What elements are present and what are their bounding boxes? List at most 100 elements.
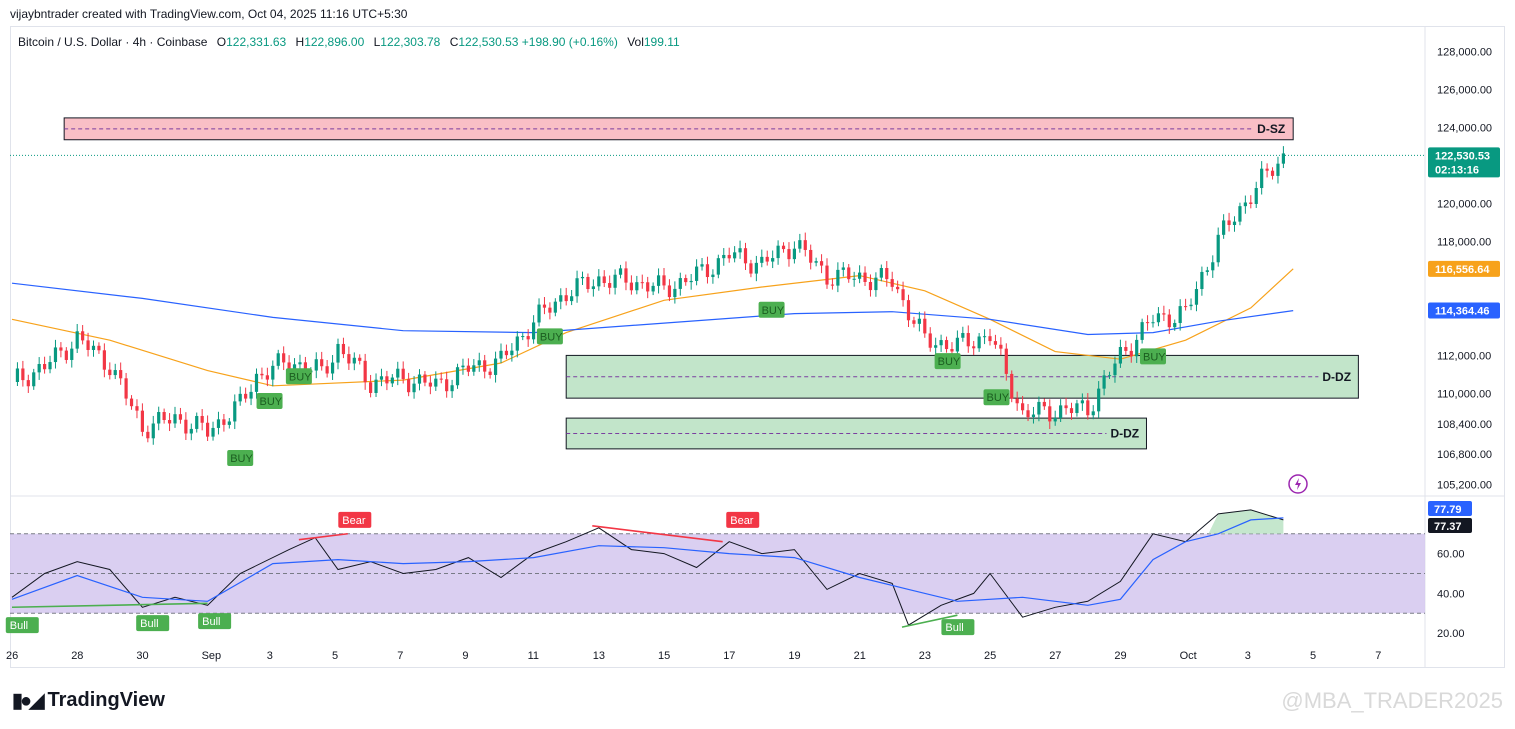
candle-body bbox=[396, 368, 400, 378]
price-tick-label: 126,000.00 bbox=[1437, 84, 1492, 96]
candle-body bbox=[917, 318, 921, 324]
candle-body bbox=[26, 380, 30, 387]
price-tag bbox=[1428, 260, 1500, 277]
rsi-value-tag-label: 77.79 bbox=[1434, 504, 1462, 516]
candle-body bbox=[1260, 168, 1264, 189]
price-tag-label: 114,364.46 bbox=[1435, 305, 1489, 317]
symbol-name[interactable]: Bitcoin / U.S. Dollar · 4h · Coinbase bbox=[18, 35, 208, 49]
bear-divergence-line bbox=[592, 525, 723, 543]
candle-body bbox=[369, 382, 373, 393]
rsi-ma-line bbox=[11, 517, 1284, 606]
symbol-legend: Bitcoin / U.S. Dollar · 4h · Coinbase O1… bbox=[18, 35, 680, 49]
rsi-value-tag-label: 77.37 bbox=[1434, 521, 1462, 533]
candle-body bbox=[537, 304, 541, 323]
candle-body bbox=[1178, 306, 1182, 323]
candle-body bbox=[1102, 375, 1106, 389]
time-tick-label: 17 bbox=[723, 650, 735, 662]
candle-body bbox=[1113, 363, 1117, 376]
candle-body bbox=[695, 266, 699, 281]
candle-body bbox=[32, 372, 36, 387]
candle-body bbox=[700, 264, 704, 267]
time-tick-label: 21 bbox=[854, 650, 866, 662]
moving-average-line bbox=[11, 282, 1294, 336]
candle-body bbox=[1026, 410, 1030, 418]
candle-body bbox=[1270, 170, 1275, 176]
candle-body bbox=[809, 249, 813, 263]
candle-body bbox=[439, 378, 443, 380]
candle-body bbox=[1010, 373, 1014, 399]
candle-body bbox=[825, 265, 829, 285]
chart-frame bbox=[10, 26, 1505, 668]
candle-body bbox=[303, 362, 307, 373]
candle-body bbox=[97, 345, 101, 351]
price-tag bbox=[1428, 302, 1500, 319]
candle-body bbox=[1031, 414, 1036, 418]
candle-body bbox=[195, 416, 199, 429]
candle-body bbox=[890, 279, 894, 287]
candle-body bbox=[434, 378, 438, 387]
candle-body bbox=[1205, 270, 1209, 272]
candle-body bbox=[673, 288, 677, 298]
candle-body bbox=[238, 393, 242, 402]
candle-body bbox=[206, 422, 210, 437]
buy-signal-badge bbox=[983, 389, 1010, 406]
time-tick-label: 5 bbox=[332, 650, 338, 662]
candle-body bbox=[271, 365, 275, 380]
candle-body bbox=[1015, 398, 1019, 404]
price-tick-label: 106,800.00 bbox=[1437, 449, 1492, 461]
bull-divergence-label: Bull bbox=[945, 622, 963, 634]
candle-body bbox=[472, 365, 476, 372]
lightning-bolt-glyph bbox=[1295, 478, 1301, 490]
candle-body bbox=[412, 383, 416, 393]
zones: D-SZ D-DZ D-DZ bbox=[63, 117, 1359, 450]
candle-body bbox=[923, 318, 927, 334]
candle-body bbox=[982, 336, 987, 338]
candle-body bbox=[781, 245, 786, 250]
candle-body bbox=[787, 249, 791, 260]
candle-body bbox=[216, 419, 221, 428]
candle-body bbox=[461, 365, 465, 368]
chart-credit: vijaybntrader created with TradingView.c… bbox=[10, 7, 408, 21]
candle-body bbox=[1151, 322, 1155, 324]
candle-body bbox=[1276, 163, 1280, 176]
candle-body bbox=[488, 371, 492, 375]
candle-body bbox=[244, 393, 248, 399]
candle-body bbox=[37, 364, 41, 373]
candle-body bbox=[1135, 339, 1139, 357]
candle-body bbox=[928, 333, 932, 348]
price-tag-label: 116,556.64 bbox=[1435, 264, 1490, 276]
candle-body bbox=[961, 332, 965, 338]
candle-body bbox=[162, 412, 166, 420]
time-tick-label: Oct bbox=[1180, 650, 1197, 662]
candle-body bbox=[1129, 350, 1133, 357]
candle-body bbox=[999, 344, 1003, 349]
candle-body bbox=[211, 427, 215, 437]
candle-body bbox=[591, 286, 595, 290]
candle-body bbox=[1042, 401, 1046, 407]
time-tick-label: 9 bbox=[462, 650, 468, 662]
time-tick-label: 19 bbox=[788, 650, 800, 662]
candle-body bbox=[1107, 375, 1112, 377]
candle-body bbox=[407, 379, 411, 393]
candle-body bbox=[374, 379, 378, 393]
candle-body bbox=[722, 254, 726, 259]
candle-body bbox=[320, 359, 324, 367]
candle-body bbox=[716, 258, 720, 275]
candle-body bbox=[803, 240, 807, 250]
tradingview-logo[interactable]: ▮●◢ TradingView bbox=[12, 688, 165, 713]
candle-body bbox=[640, 282, 644, 284]
candle-body bbox=[798, 240, 802, 249]
candle-body bbox=[135, 406, 139, 411]
candle-body bbox=[119, 370, 123, 379]
candle-body bbox=[102, 350, 106, 370]
bull-divergence-line bbox=[11, 602, 208, 609]
candle-body bbox=[254, 373, 259, 392]
buy-signals: BUY BUY BUY BUY BUY BUY BUY BUY bbox=[227, 301, 1166, 466]
bear-divergence-label: Bear bbox=[730, 515, 754, 527]
candle-body bbox=[113, 370, 117, 376]
candle-body bbox=[1053, 417, 1057, 422]
candle-body bbox=[455, 367, 460, 386]
candle-body bbox=[483, 360, 487, 372]
candle-body bbox=[564, 295, 568, 302]
